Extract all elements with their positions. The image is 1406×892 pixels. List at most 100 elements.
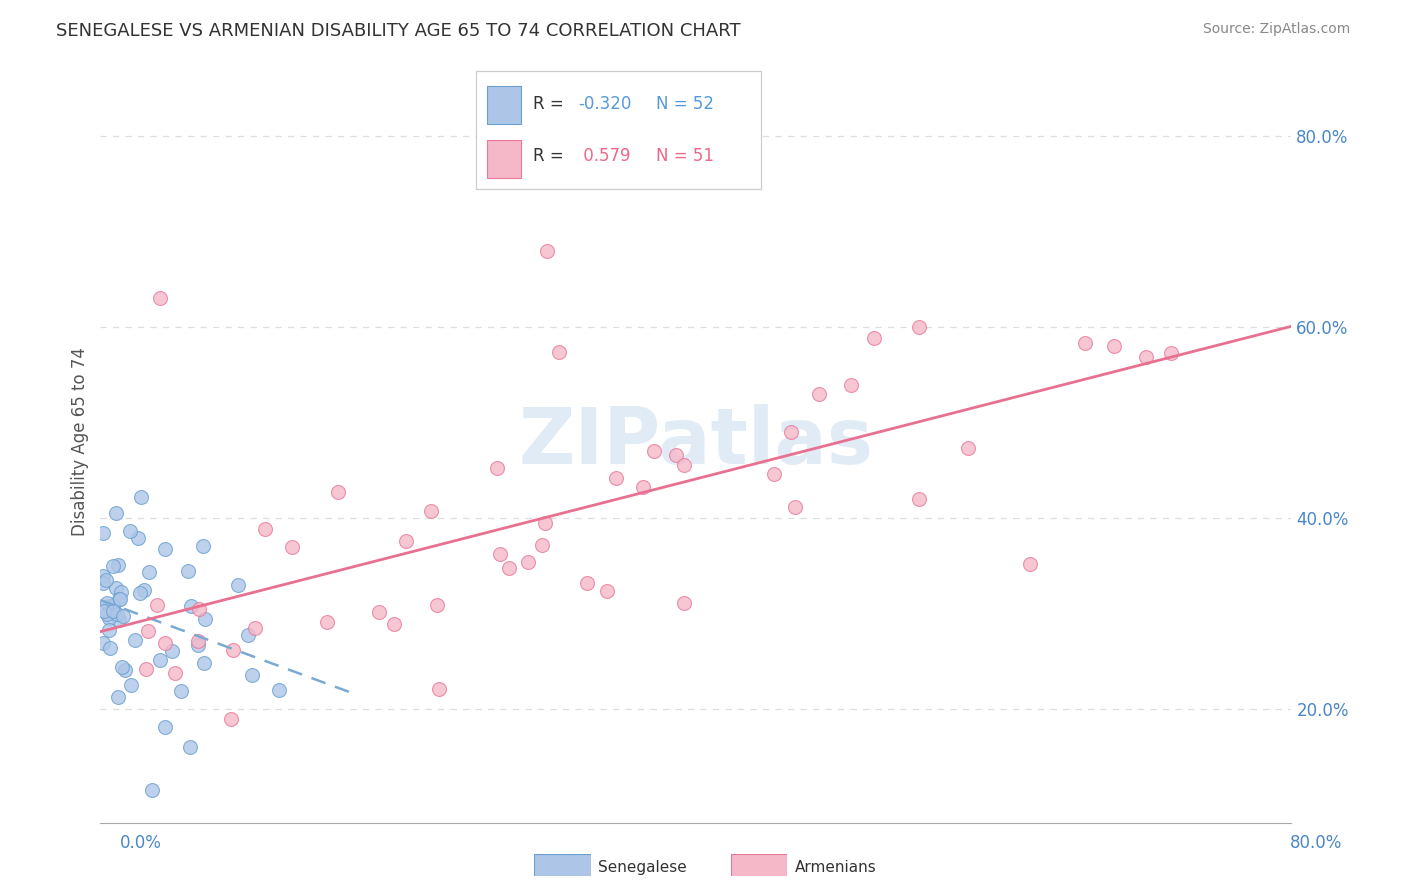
Point [427, 681, 450, 696]
Point [146, 598, 169, 612]
Point [149, 653, 172, 667]
Text: Senegalese: Senegalese [598, 860, 686, 874]
Point [165, 666, 187, 681]
Text: Source: ZipAtlas.com: Source: ZipAtlas.com [1202, 22, 1350, 37]
Point [420, 504, 443, 518]
Point [783, 500, 806, 514]
Point [236, 627, 259, 641]
Point [498, 561, 520, 575]
Point [839, 377, 862, 392]
Point [575, 576, 598, 591]
Point [105, 506, 128, 520]
Point [191, 540, 214, 554]
Point [114, 663, 136, 677]
Point [908, 492, 931, 507]
Point [222, 642, 245, 657]
Point [245, 621, 267, 635]
Point [98, 611, 121, 625]
Point [91, 635, 114, 649]
Point [135, 662, 157, 676]
Point [672, 596, 695, 610]
Point [908, 320, 931, 334]
Point [530, 538, 553, 552]
Text: SENEGALESE VS ARMENIAN DISABILITY AGE 65 TO 74 CORRELATION CHART: SENEGALESE VS ARMENIAN DISABILITY AGE 65… [56, 22, 741, 40]
Point [128, 585, 150, 599]
Point [149, 291, 172, 305]
Point [486, 460, 509, 475]
Text: 80.0%: 80.0% [1291, 834, 1343, 852]
Point [108, 613, 131, 627]
Text: ZIPatlas: ZIPatlas [519, 403, 873, 480]
Point [103, 599, 125, 613]
Point [153, 721, 176, 735]
Point [395, 534, 418, 549]
Point [129, 490, 152, 504]
Point [219, 712, 242, 726]
Point [101, 559, 124, 574]
Point [1074, 335, 1097, 350]
Point [253, 522, 276, 536]
Point [863, 331, 886, 345]
Point [170, 683, 193, 698]
Point [91, 575, 114, 590]
Point [105, 607, 128, 622]
Point [107, 558, 129, 572]
Point [112, 609, 135, 624]
Point [180, 599, 202, 613]
Point [93, 604, 115, 618]
Point [111, 660, 134, 674]
Point [132, 583, 155, 598]
Point [100, 640, 122, 655]
Point [136, 624, 159, 638]
Point [194, 612, 217, 626]
Point [633, 480, 655, 494]
Point [643, 444, 665, 458]
Point [267, 682, 290, 697]
Point [596, 583, 619, 598]
Point [110, 585, 132, 599]
Point [281, 540, 304, 554]
Y-axis label: Disability Age 65 to 74: Disability Age 65 to 74 [72, 347, 89, 536]
Point [104, 581, 127, 595]
Point [533, 516, 555, 530]
Point [108, 591, 131, 606]
Point [188, 602, 211, 616]
Point [177, 564, 200, 578]
Point [153, 541, 176, 556]
Point [384, 617, 406, 632]
Point [96, 596, 118, 610]
Point [141, 783, 163, 797]
Point [138, 566, 160, 580]
Point [664, 448, 686, 462]
Point [120, 678, 142, 692]
Point [101, 604, 124, 618]
FancyBboxPatch shape [534, 854, 591, 876]
Point [118, 524, 141, 538]
Point [316, 615, 339, 630]
Point [107, 690, 129, 704]
FancyBboxPatch shape [731, 854, 787, 876]
Point [240, 668, 263, 682]
Point [517, 555, 540, 569]
Point [91, 568, 114, 582]
Point [536, 244, 558, 258]
Point [426, 598, 449, 612]
Text: Armenians: Armenians [794, 860, 876, 874]
Point [1102, 338, 1125, 352]
Point [226, 577, 249, 591]
Point [153, 636, 176, 650]
Point [605, 471, 627, 485]
Point [762, 467, 785, 482]
Point [160, 644, 183, 658]
Point [187, 634, 209, 648]
Point [548, 344, 571, 359]
Point [326, 484, 349, 499]
Text: 0.0%: 0.0% [120, 834, 162, 852]
Point [97, 599, 120, 613]
Point [780, 425, 803, 439]
Point [91, 526, 114, 541]
Point [96, 573, 118, 587]
Point [127, 531, 149, 545]
Point [1160, 346, 1182, 360]
Point [98, 623, 121, 637]
